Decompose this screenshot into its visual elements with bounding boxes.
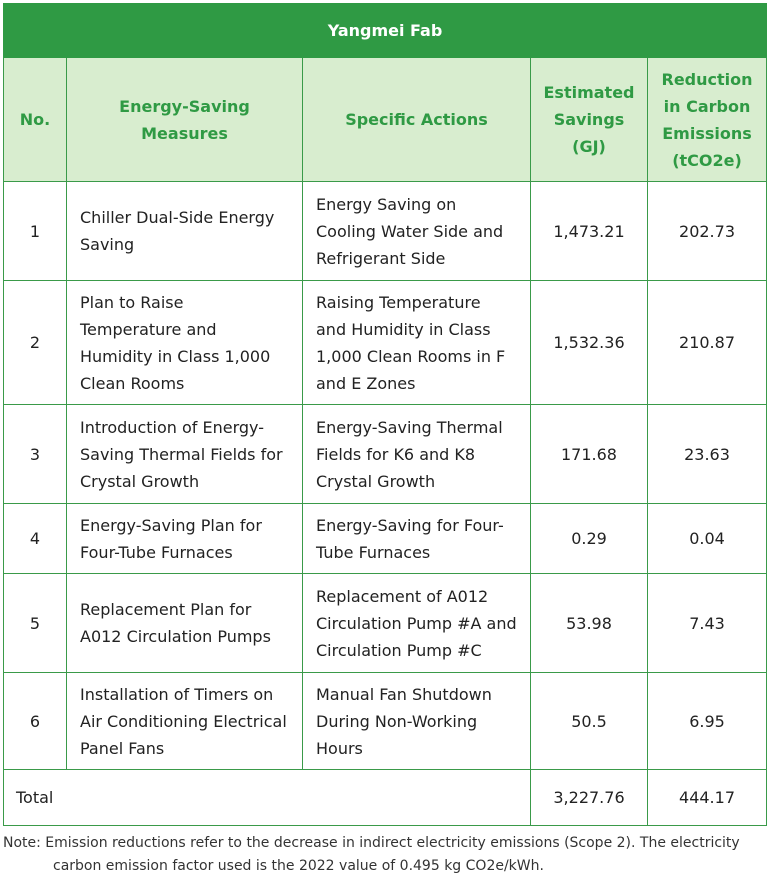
total-savings: 3,227.76: [530, 769, 648, 826]
row-reduction: 0.04: [646, 503, 768, 574]
action-line: Energy-Saving for Four-: [316, 515, 504, 535]
header-reduction: Reduction in Carbon Emissions (tCO2e): [646, 57, 768, 182]
header-no: No.: [3, 57, 67, 182]
row-savings: 50.5: [530, 672, 648, 770]
measure-line: Saving Thermal Fields for: [80, 444, 283, 464]
total-reduction: 444.17: [646, 769, 768, 826]
row-action: Manual Fan Shutdown During Non-Working H…: [302, 672, 531, 770]
header-reduction-line4: (tCO2e): [672, 150, 742, 170]
row-action: Energy-Saving for Four- Tube Furnaces: [302, 503, 531, 574]
row-action: Energy-Saving Thermal Fields for K6 and …: [302, 404, 531, 504]
row-measure: Introduction of Energy- Saving Thermal F…: [66, 404, 303, 504]
header-savings-line2: Savings: [553, 110, 625, 129]
measure-line: Temperature and: [80, 319, 217, 339]
row-measure: Plan to Raise Temperature and Humidity i…: [66, 280, 303, 405]
measure-line: Humidity in Class 1,000: [80, 346, 271, 366]
header-measures: Energy-Saving Measures: [66, 57, 303, 182]
action-line: and E Zones: [316, 373, 416, 393]
row-action: Replacement of A012 Circulation Pump #A …: [302, 573, 531, 673]
row-measure: Replacement Plan for A012 Circulation Pu…: [66, 573, 303, 673]
row-reduction: 7.43: [646, 573, 768, 673]
action-line: Circulation Pump #A and: [316, 613, 517, 633]
header-savings-line3: (GJ): [572, 137, 606, 156]
row-measure: Energy-Saving Plan for Four-Tube Furnace…: [66, 503, 303, 574]
action-line: Energy Saving on: [316, 194, 457, 214]
table-row: 2 Plan to Raise Temperature and Humidity…: [3, 280, 768, 405]
action-line: Crystal Growth: [316, 471, 436, 491]
measure-line: Clean Rooms: [80, 373, 185, 393]
row-action: Energy Saving on Cooling Water Side and …: [302, 181, 531, 281]
energy-saving-table-container: Yangmei Fab No. Energy-Saving Measures S…: [2, 3, 768, 826]
row-savings: 171.68: [530, 404, 648, 504]
header-row: No. Energy-Saving Measures Specific Acti…: [3, 57, 768, 182]
footnote: Note: Emission reductions refer to the d…: [3, 832, 766, 878]
title-row: Yangmei Fab: [2, 3, 768, 58]
measure-line: Panel Fans: [80, 738, 165, 758]
action-line: Replacement of A012: [316, 586, 489, 606]
action-line: Hours: [316, 738, 363, 758]
row-reduction: 202.73: [646, 181, 768, 281]
row-action: Raising Temperature and Humidity in Clas…: [302, 280, 531, 405]
table-row: 5 Replacement Plan for A012 Circulation …: [3, 573, 768, 673]
row-reduction: 6.95: [646, 672, 768, 770]
measure-line: Introduction of Energy-: [80, 417, 264, 437]
action-line: Circulation Pump #C: [316, 640, 482, 660]
table-row: 1 Chiller Dual-Side Energy Saving Energy…: [3, 181, 768, 281]
row-no: 1: [3, 181, 67, 281]
action-line: Refrigerant Side: [316, 248, 446, 268]
action-line: Energy-Saving Thermal: [316, 417, 503, 437]
row-reduction: 210.87: [646, 280, 768, 405]
footnote-line2: carbon emission factor used is the 2022 …: [53, 858, 544, 874]
row-no: 5: [3, 573, 67, 673]
header-savings: Estimated Savings (GJ): [530, 57, 648, 182]
table-title: Yangmei Fab: [2, 3, 768, 58]
action-line: Tube Furnaces: [316, 542, 431, 562]
header-savings-line1: Estimated: [543, 83, 635, 102]
row-reduction: 23.63: [646, 404, 768, 504]
row-no: 4: [3, 503, 67, 574]
table-row: 3 Introduction of Energy- Saving Thermal…: [3, 404, 768, 504]
measure-line: Replacement Plan for: [80, 600, 252, 619]
header-reduction-line2: in Carbon: [663, 96, 751, 116]
row-no: 3: [3, 404, 67, 504]
measure-line: Saving: [80, 235, 135, 254]
measure-line: Chiller Dual-Side Energy: [80, 208, 275, 227]
table-row: 6 Installation of Timers on Air Conditio…: [3, 672, 768, 770]
row-savings: 53.98: [530, 573, 648, 673]
total-label: Total: [3, 769, 531, 826]
measure-line: Crystal Growth: [80, 471, 200, 491]
total-row: Total 3,227.76 444.17: [3, 769, 768, 826]
measure-line: Air Conditioning Electrical: [80, 711, 287, 731]
header-reduction-line1: Reduction: [661, 69, 753, 89]
row-savings: 1,473.21: [530, 181, 648, 281]
header-measures-line1: Energy-Saving: [119, 96, 250, 116]
measure-line: Installation of Timers on: [80, 684, 274, 704]
action-line: and Humidity in Class: [316, 319, 491, 339]
action-line: Raising Temperature: [316, 292, 481, 312]
header-actions: Specific Actions: [302, 57, 531, 182]
measure-line: Four-Tube Furnaces: [80, 542, 233, 562]
row-no: 2: [3, 280, 67, 405]
energy-saving-table: Yangmei Fab No. Energy-Saving Measures S…: [2, 3, 768, 826]
header-measures-line2: Measures: [141, 123, 228, 143]
table-row: 4 Energy-Saving Plan for Four-Tube Furna…: [3, 503, 768, 574]
action-line: 1,000 Clean Rooms in F: [316, 346, 506, 366]
row-measure: Installation of Timers on Air Conditioni…: [66, 672, 303, 770]
measure-line: A012 Circulation Pumps: [80, 627, 271, 646]
header-reduction-line3: Emissions: [662, 123, 752, 143]
action-line: During Non-Working: [316, 711, 478, 731]
measure-line: Plan to Raise: [80, 292, 184, 312]
row-no: 6: [3, 672, 67, 770]
row-measure: Chiller Dual-Side Energy Saving: [66, 181, 303, 281]
measure-line: Energy-Saving Plan for: [80, 515, 262, 535]
action-line: Manual Fan Shutdown: [316, 684, 492, 704]
row-savings: 1,532.36: [530, 280, 648, 405]
footnote-line1: Note: Emission reductions refer to the d…: [3, 835, 740, 851]
row-savings: 0.29: [530, 503, 648, 574]
action-line: Fields for K6 and K8: [316, 444, 476, 464]
action-line: Cooling Water Side and: [316, 221, 504, 241]
